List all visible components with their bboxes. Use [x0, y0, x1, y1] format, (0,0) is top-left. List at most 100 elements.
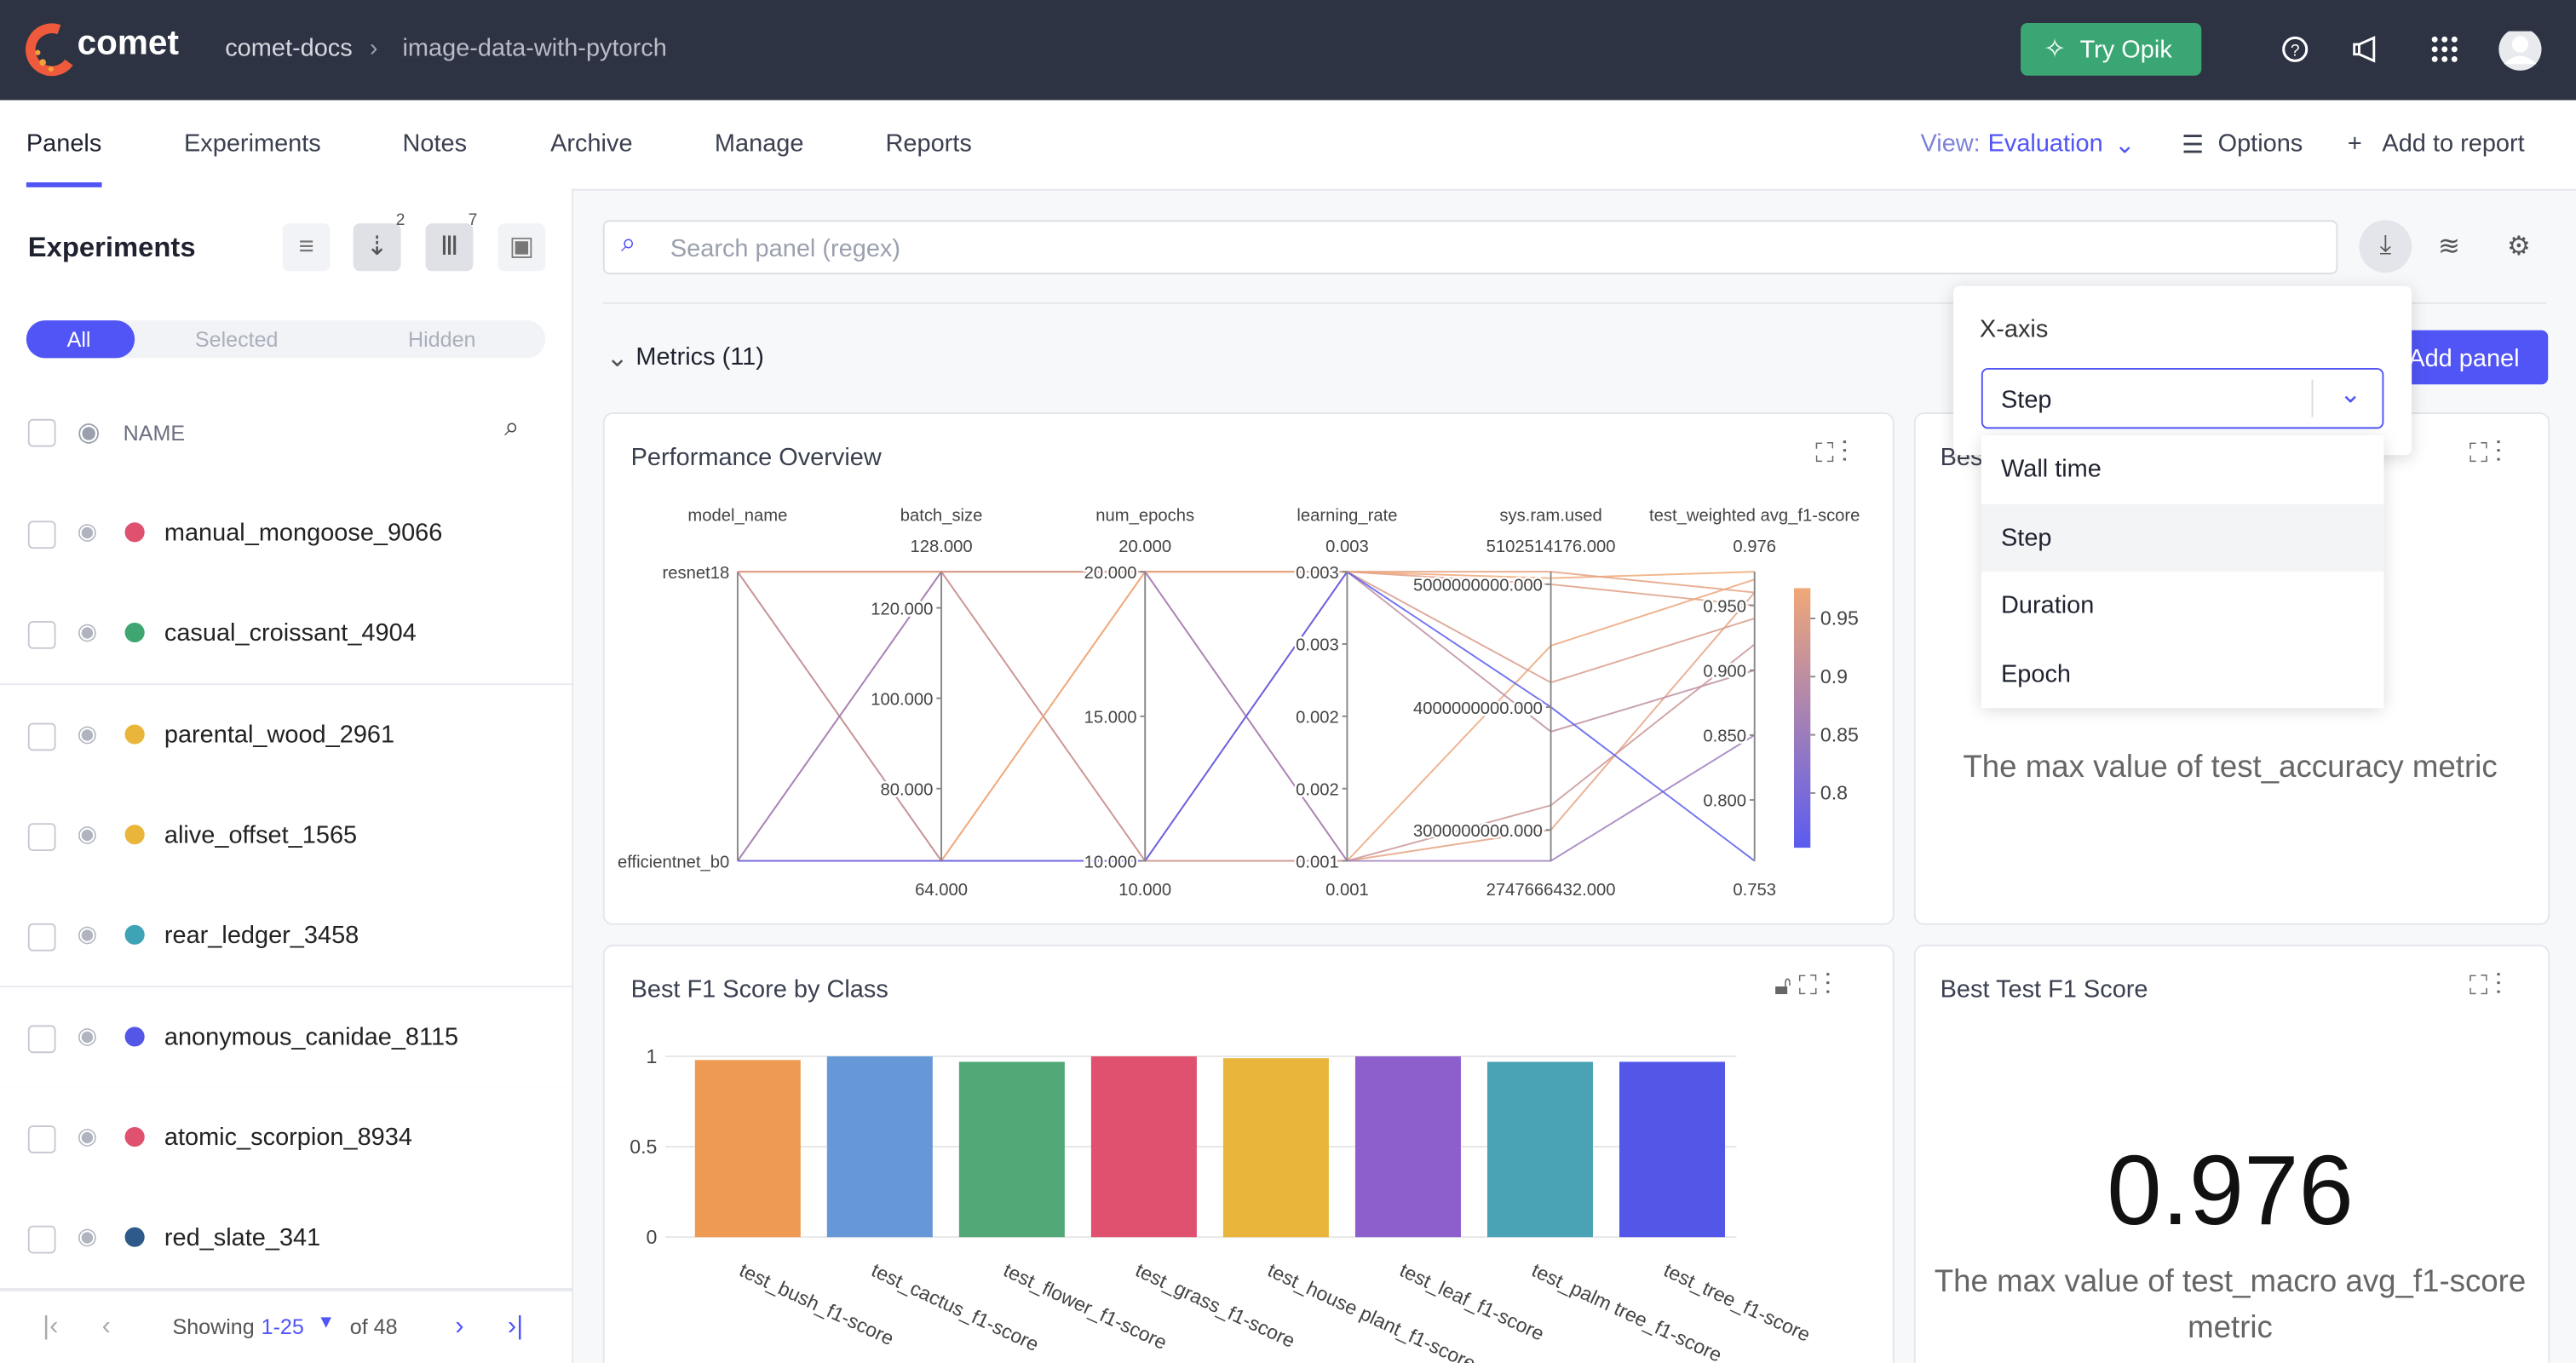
experiment-row[interactable]: ◉ manual_mongoose_9066 — [0, 482, 572, 585]
eye-icon[interactable]: ◉ — [77, 418, 101, 447]
experiment-name[interactable]: parental_wood_2961 — [164, 720, 395, 749]
last-page[interactable]: ›| — [507, 1312, 524, 1341]
axis-min: 0.753 — [1733, 881, 1776, 900]
tick-label: 120.000 — [871, 600, 933, 618]
eye-icon[interactable]: ◉ — [77, 820, 98, 847]
group-button[interactable]: ▣ — [497, 223, 546, 272]
axis-title: test_weighted avg_f1-score — [1649, 506, 1860, 525]
view-label[interactable]: View: — [1920, 129, 1981, 158]
x-axis-select[interactable]: Step ⌄ — [1981, 367, 2384, 429]
menu-option[interactable]: Duration — [1981, 572, 2384, 640]
page-range[interactable]: 1-25 — [261, 1314, 304, 1339]
experiment-row[interactable]: ◉ casual_croissant_4904 — [0, 584, 572, 686]
columns-button[interactable]: Ⅲ — [425, 223, 474, 272]
search-box[interactable]: ⌕ Search panel (regex) — [602, 220, 2338, 275]
color-dot — [124, 623, 145, 643]
experiment-row[interactable]: ◉ alive_offset_1565 — [0, 785, 572, 888]
eye-icon[interactable]: ◉ — [77, 920, 98, 947]
add-icon: + — [2347, 129, 2362, 158]
color-dot — [124, 824, 145, 845]
filter-button[interactable]: ≡ — [282, 223, 331, 272]
colorbar-label: 0.85 — [1820, 723, 1859, 745]
axis-max: 20.000 — [1118, 538, 1171, 556]
eye-icon[interactable]: ◉ — [77, 618, 98, 645]
top-bar: comet comet-docs › image-data-with-pytor… — [0, 0, 2576, 101]
tick-label: 3000000000.000 — [1413, 822, 1543, 841]
checkbox[interactable] — [27, 418, 56, 447]
eye-icon[interactable]: ◉ — [77, 517, 98, 544]
experiment-row[interactable]: ◉ anonymous_canidae_8115 — [0, 986, 572, 1089]
panel-actions[interactable]: ⛶ ⋮ — [1815, 440, 1848, 469]
axis-title: sys.ram.used — [1499, 506, 1601, 525]
menu-option[interactable]: Step — [1981, 503, 2384, 572]
tick-label: 0.003 — [1296, 636, 1339, 655]
tick-label: 0.950 — [1703, 597, 1746, 616]
eye-icon[interactable]: ◉ — [77, 1222, 98, 1249]
tab[interactable]: Notes — [402, 129, 468, 158]
view-value[interactable]: Evaluation — [1987, 129, 2103, 158]
tick-label: 0.001 — [1296, 853, 1339, 871]
smoothing-button[interactable]: ≋ — [2437, 233, 2460, 262]
sort-badge: 2 — [395, 211, 405, 230]
collapse-icon[interactable]: ⌄ — [606, 344, 629, 373]
experiment-name[interactable]: manual_mongoose_9066 — [164, 519, 443, 548]
settings-button[interactable]: ⚙ — [2506, 233, 2531, 262]
eye-icon[interactable]: ◉ — [77, 718, 98, 745]
tab[interactable]: Panels — [26, 129, 102, 158]
experiment-name[interactable]: casual_croissant_4904 — [164, 619, 417, 648]
search-icon[interactable]: ⌕ — [504, 413, 520, 442]
eye-icon[interactable]: ◉ — [77, 1021, 98, 1048]
panel-actions[interactable]: ⛶ ⋮ — [2469, 972, 2502, 1001]
try-opik-button[interactable]: ✧ Try Opik — [2021, 22, 2202, 76]
panel-actions[interactable]: ⛶ ⋮ — [2469, 440, 2502, 469]
stat-caption: The max value of test_accuracy metric — [1963, 751, 2498, 785]
checkbox[interactable] — [27, 722, 56, 751]
breadcrumb[interactable]: image-data-with-pytorch — [402, 34, 667, 63]
add-to-report-button[interactable]: Add to report — [2382, 129, 2525, 158]
header-icons[interactable]: ? — [2279, 31, 2542, 71]
tick-label: 20.000 — [1084, 564, 1137, 583]
name-header[interactable]: NAME — [123, 420, 186, 446]
filter-tab[interactable]: Hidden — [408, 326, 476, 352]
bar — [1619, 1061, 1725, 1238]
selected-value: Step — [2000, 386, 2052, 414]
first-page[interactable]: |‹ — [43, 1312, 59, 1341]
breadcrumb[interactable]: comet-docs — [225, 34, 353, 63]
experiment-row[interactable]: ◉ rear_ledger_3458 — [0, 885, 572, 988]
section-title[interactable]: Metrics (11) — [635, 343, 764, 371]
x-axis-button[interactable]: ⤓ — [2359, 220, 2412, 273]
filter-tab[interactable]: Selected — [194, 326, 279, 352]
checkbox[interactable] — [27, 1124, 56, 1153]
menu-option[interactable]: Epoch — [1981, 640, 2384, 708]
options-button[interactable]: Options — [2217, 129, 2303, 158]
checkbox[interactable] — [27, 1225, 56, 1254]
logo-text[interactable]: comet — [77, 24, 179, 63]
prev-page[interactable]: ‹ — [101, 1312, 111, 1341]
checkbox[interactable] — [27, 520, 56, 549]
tab[interactable]: Archive — [550, 129, 633, 158]
panel-actions[interactable]: 🔓︎ ⛶ ⋮ — [1774, 972, 1831, 1001]
menu-option[interactable]: Wall time — [1981, 435, 2384, 503]
experiment-row[interactable]: ◉ parental_wood_2961 — [0, 684, 572, 787]
sort-button[interactable]: ⇣ — [353, 223, 401, 272]
logo-icon — [26, 23, 73, 77]
experiment-name[interactable]: rear_ledger_3458 — [164, 922, 359, 951]
experiment-name[interactable]: alive_offset_1565 — [164, 821, 358, 849]
experiment-name[interactable]: anonymous_canidae_8115 — [164, 1022, 459, 1051]
checkbox[interactable] — [27, 621, 56, 650]
filter-tab[interactable]: All — [66, 326, 91, 352]
tab[interactable]: Experiments — [183, 129, 321, 158]
tab[interactable]: Reports — [885, 129, 972, 158]
experiment-name[interactable]: red_slate_341 — [164, 1223, 321, 1252]
next-page[interactable]: › — [455, 1312, 464, 1341]
experiment-name[interactable]: atomic_scorpion_8934 — [164, 1123, 412, 1152]
checkbox[interactable] — [27, 923, 56, 952]
experiment-row[interactable]: ◉ red_slate_341 — [0, 1188, 572, 1291]
tab[interactable]: Manage — [714, 129, 804, 158]
eye-icon[interactable]: ◉ — [77, 1121, 98, 1148]
checkbox[interactable] — [27, 823, 56, 851]
range-dropdown[interactable]: ▼ — [317, 1312, 336, 1333]
checkbox[interactable] — [27, 1024, 56, 1053]
colorbar-label: 0.9 — [1820, 665, 1848, 687]
category-label: resnet18 — [663, 564, 730, 583]
